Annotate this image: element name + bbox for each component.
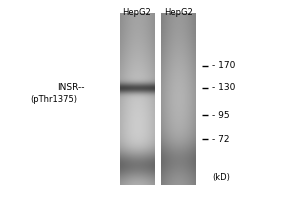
Text: INSR--: INSR-- xyxy=(57,83,85,92)
Text: (pThr1375): (pThr1375) xyxy=(30,95,77,104)
Text: - 72: - 72 xyxy=(212,135,230,144)
Text: - 130: - 130 xyxy=(212,83,236,92)
Text: - 170: - 170 xyxy=(212,61,236,70)
Text: - 95: - 95 xyxy=(212,111,230,120)
Text: HepG2: HepG2 xyxy=(122,8,151,17)
Text: HepG2: HepG2 xyxy=(164,8,193,17)
Text: (kD): (kD) xyxy=(212,173,230,182)
